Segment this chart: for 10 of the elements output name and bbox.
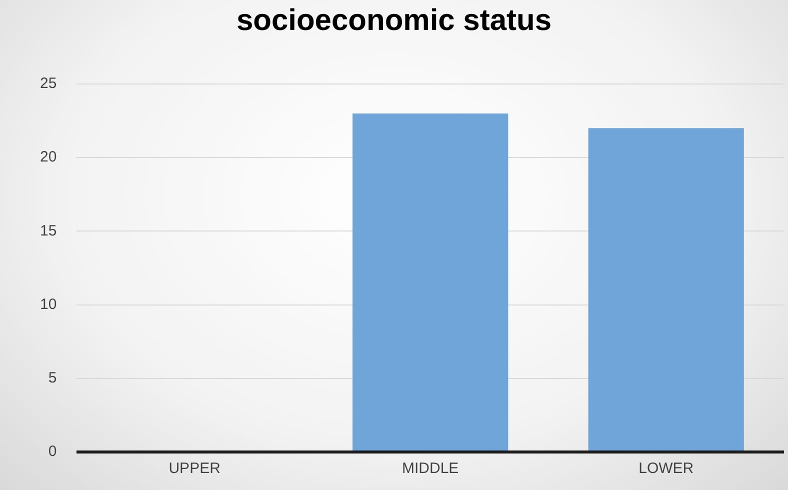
x-tick-label: MIDDLE <box>402 460 459 478</box>
y-tick-label: 0 <box>48 443 57 460</box>
y-tick-label: 25 <box>40 75 57 92</box>
y-tick-label: 20 <box>40 148 57 166</box>
y-tick-label: 10 <box>40 296 57 313</box>
x-tick-label: LOWER <box>638 460 694 478</box>
x-tick-label: UPPER <box>168 460 221 478</box>
y-tick-label: 5 <box>48 370 57 387</box>
chart-title: socioeconomic status <box>235 4 553 38</box>
y-tick-label: 15 <box>40 222 57 240</box>
